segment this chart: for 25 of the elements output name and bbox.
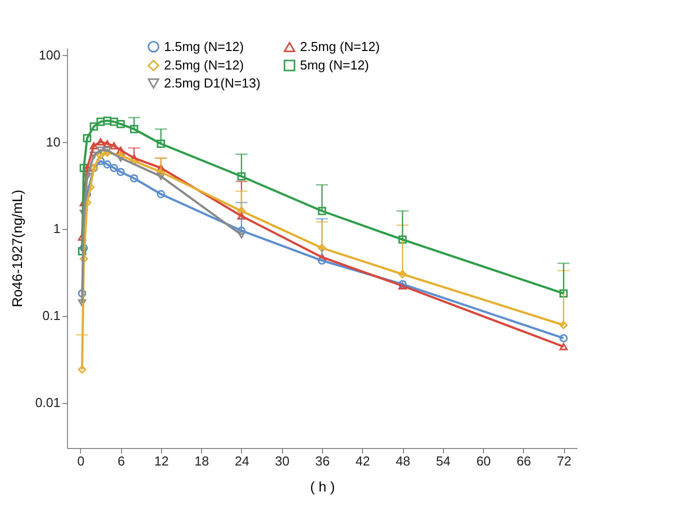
x-tick-label: 60 — [476, 454, 491, 468]
y-tick-label: 0.1 — [42, 308, 60, 324]
legend-label: 5mg (N=12) — [300, 58, 369, 72]
x-axis-title: ( h ) — [310, 478, 335, 494]
legend-label: 1.5mg (N=12) — [164, 38, 244, 54]
x-tick-label: 0 — [77, 454, 85, 468]
x-tick-label: 18 — [194, 454, 209, 468]
y-tick-label: 0.01 — [35, 395, 60, 410]
y-tick-label: 100 — [38, 47, 60, 62]
x-tick-label: 72 — [556, 454, 572, 468]
x-tick-label: 48 — [396, 454, 410, 468]
x-tick-label: 54 — [436, 454, 451, 468]
legend-label: 2.5mg (N=12) — [300, 39, 380, 54]
x-tick-label: 36 — [315, 454, 330, 468]
x-tick-label: 12 — [154, 454, 169, 468]
legend-label: 2.5mg D1(N=13) — [164, 76, 260, 90]
x-tick-label: 6 — [118, 454, 125, 468]
y-tick-label: 1 — [53, 221, 60, 236]
x-tick-label: 42 — [356, 454, 370, 468]
x-tick-label: 24 — [234, 454, 250, 468]
y-tick-label: 10 — [46, 134, 60, 150]
x-tick-label: 30 — [275, 454, 290, 468]
legend-label: 2.5mg (N=12) — [164, 58, 244, 72]
x-tick-label: 66 — [516, 454, 532, 468]
y-axis-title: Ro46-1927(ng/mL) — [9, 190, 26, 308]
